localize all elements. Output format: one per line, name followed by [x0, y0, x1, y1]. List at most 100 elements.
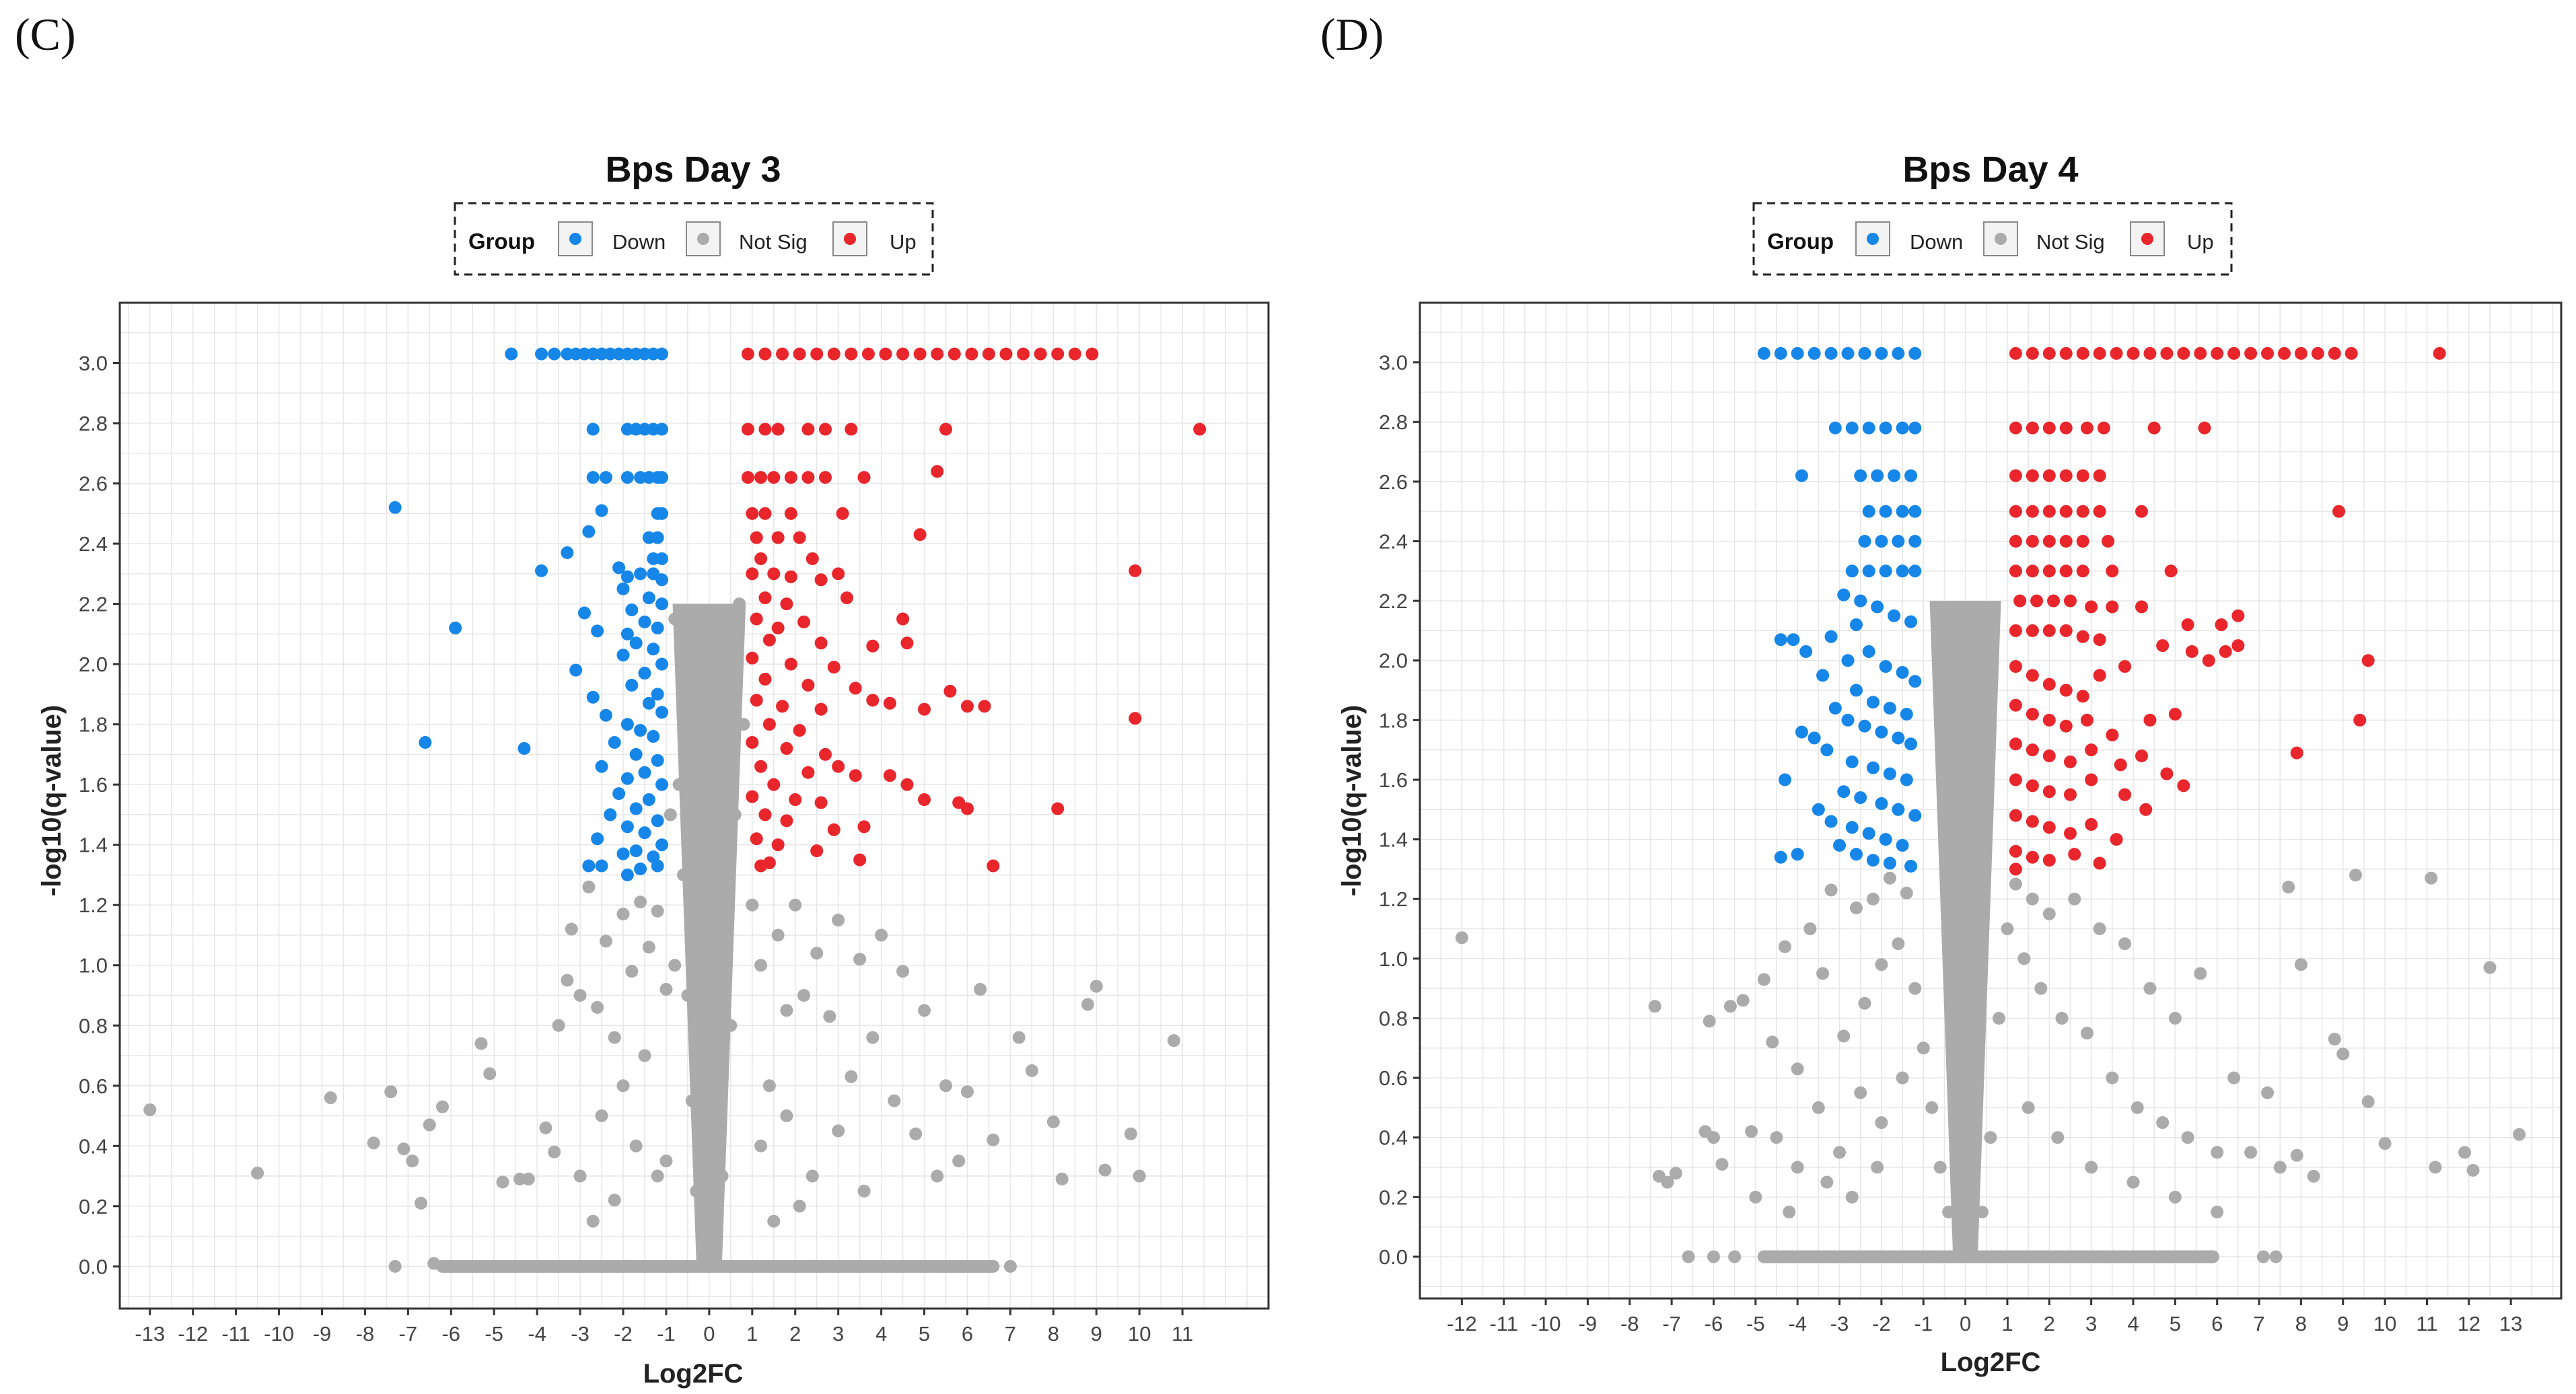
point-up [2231, 609, 2245, 622]
point-up [801, 423, 815, 436]
point-up [754, 552, 768, 565]
point-up [750, 531, 763, 544]
point-up [2009, 421, 2022, 435]
point-down [1849, 618, 1863, 632]
x-tick-label: 5 [919, 1322, 930, 1346]
point-up [2042, 346, 2056, 360]
point-not-sig [2483, 961, 2497, 974]
point-not-sig [2261, 1086, 2275, 1099]
point-down [1774, 850, 1787, 864]
point-down [1757, 346, 1770, 360]
point-up [2211, 346, 2224, 360]
y-tick-label: 1.6 [1379, 768, 1408, 792]
point-down [586, 690, 600, 704]
point-not-sig [1854, 1086, 1867, 1099]
y-tick-label: 2.6 [1379, 470, 1408, 494]
point-not-sig [1875, 958, 1888, 971]
point-up [2106, 600, 2119, 614]
point-not-sig [384, 1085, 398, 1099]
point-up [849, 682, 862, 695]
point-up [810, 844, 824, 858]
point-down [1854, 469, 1867, 482]
point-down [1812, 803, 1825, 816]
point-up [2026, 850, 2039, 864]
x-tick-label: -8 [356, 1322, 375, 1346]
point-up [987, 859, 1000, 873]
point-not-sig [1992, 1011, 2005, 1025]
point-not-sig [1833, 1146, 1847, 1159]
point-not-sig [1715, 1158, 1729, 1171]
point-up [1034, 347, 1047, 361]
point-up [2026, 534, 2039, 548]
x-tick-label: 13 [2499, 1312, 2522, 1335]
point-not-sig [2194, 967, 2207, 980]
point-down [638, 766, 651, 779]
x-tick-label: -2 [1872, 1312, 1891, 1335]
point-up [2080, 421, 2094, 435]
x-tick-label: 10 [2373, 1312, 2396, 1335]
point-up [2085, 817, 2098, 831]
point-down [1791, 848, 1804, 861]
point-not-sig [2211, 1205, 2224, 1218]
point-up [2009, 863, 2022, 876]
point-up [2277, 346, 2291, 360]
legend-label-up: Up [2187, 230, 2214, 254]
point-down [1858, 534, 1871, 548]
legend-title: Group [1767, 229, 1834, 254]
point-not-sig [539, 1121, 552, 1134]
point-down [647, 730, 660, 743]
y-tick-label: 3.0 [1379, 351, 1408, 375]
point-not-sig [1736, 994, 1750, 1007]
x-tick-label: 6 [962, 1322, 973, 1346]
point-down [647, 643, 660, 656]
point-down [1879, 564, 1892, 578]
point-up [2227, 346, 2241, 360]
point-not-sig [634, 895, 647, 909]
point-down [1904, 469, 1918, 482]
point-down [1879, 660, 1892, 673]
point-up [2353, 713, 2367, 727]
point-up [2085, 773, 2098, 786]
point-up [2076, 690, 2089, 703]
point-not-sig [909, 1127, 923, 1140]
point-not-sig [435, 1100, 449, 1113]
point-not-sig [638, 1049, 651, 1062]
x-tick-label: -7 [1662, 1312, 1681, 1335]
point-up [2177, 779, 2190, 793]
point-up [2059, 505, 2073, 518]
point-up [818, 423, 832, 436]
point-up [2009, 505, 2022, 518]
point-not-sig [1025, 1064, 1038, 1077]
point-down [655, 347, 669, 361]
point-down [642, 793, 655, 807]
x-axis-label: Log2FC [1941, 1348, 2041, 1377]
point-up [2080, 713, 2094, 727]
point-down [629, 844, 643, 858]
point-not-sig [1984, 1131, 1997, 1144]
point-up [2085, 743, 2098, 757]
point-up [2093, 469, 2106, 482]
point-not-sig [793, 1200, 806, 1213]
point-down [1908, 421, 1922, 435]
x-tick-label: 11 [1172, 1322, 1193, 1346]
point-not-sig [1055, 1173, 1069, 1186]
point-not-sig [918, 1004, 931, 1017]
point-down [1871, 600, 1884, 614]
point-not-sig [1820, 1175, 1834, 1189]
y-axis-label: -log10(q-value) [37, 705, 67, 896]
point-up [845, 347, 858, 361]
point-down [625, 678, 639, 692]
point-not-sig [1824, 883, 1838, 897]
point-up [2026, 469, 2039, 482]
point-up [771, 838, 785, 852]
y-axis-label: -log10(q-value) [1337, 705, 1367, 896]
point-down [1774, 346, 1787, 360]
legend-swatch-up [2141, 233, 2153, 245]
point-down [620, 868, 634, 881]
point-down [655, 838, 669, 852]
point-not-sig [1003, 1259, 1017, 1273]
point-up [2093, 346, 2106, 360]
point-up [762, 633, 776, 647]
x-tick-label: 1 [2001, 1312, 2013, 1335]
legend-swatch-not-sig [1995, 233, 2007, 245]
